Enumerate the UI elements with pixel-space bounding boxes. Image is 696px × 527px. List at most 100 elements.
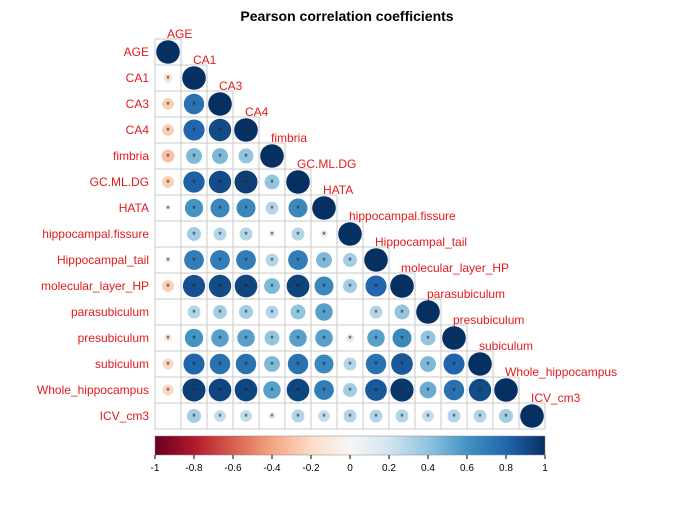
diagonal-label: fimbria: [271, 131, 307, 145]
correlation-circle: [187, 409, 201, 423]
significance-star: *: [218, 386, 222, 396]
correlation-circle: [367, 329, 385, 347]
significance-star: *: [296, 412, 300, 422]
correlation-circle: [239, 227, 253, 241]
significance-star: *: [426, 308, 430, 318]
colorbar: -1 -0.8 -0.6 -0.4 -0.2 0 0.2 0.4 0.6 0.8 1: [151, 435, 548, 474]
correlation-circle: [208, 274, 232, 298]
correlation-circle: [315, 303, 333, 321]
significance-star: *: [296, 204, 300, 214]
correlation-circle: [443, 353, 465, 375]
significance-star: *: [322, 282, 326, 292]
significance-star: *: [374, 334, 378, 344]
correlation-circle: [184, 198, 204, 218]
significance-star: *: [270, 360, 274, 370]
significance-star: *: [452, 360, 456, 370]
correlation-circle: [208, 378, 232, 402]
correlation-circle: [183, 353, 205, 375]
significance-star: *: [218, 256, 222, 266]
colorbar-tick-label: 0.6: [460, 463, 474, 474]
significance-star: *: [400, 308, 404, 318]
significance-star: *: [270, 204, 274, 214]
correlation-circle: [265, 305, 279, 319]
correlation-circle: [234, 274, 258, 298]
correlation-circle: [264, 278, 280, 294]
colorbar-tick-label: -0.4: [263, 463, 281, 474]
correlation-circle: [182, 378, 206, 402]
row-label: CA3: [126, 97, 150, 111]
significance-star: *: [400, 334, 404, 344]
significance-star: *: [166, 360, 170, 370]
row-label: parasubiculum: [71, 305, 149, 319]
significance-star: *: [218, 308, 222, 318]
significance-star: *: [296, 282, 300, 292]
diagonal-label: hippocampal.fissure: [349, 209, 456, 223]
row-label: fimbria: [113, 149, 149, 163]
correlation-circle: [345, 333, 355, 343]
significance-star: *: [348, 230, 352, 240]
correlation-circle: [287, 353, 309, 375]
colorbar-tick-label: 0.4: [421, 463, 435, 474]
correlation-circle: [473, 409, 487, 423]
correlation-circle: [167, 415, 169, 417]
correlation-circle: [162, 98, 174, 110]
correlation-circle: [268, 230, 276, 238]
correlation-cells: * * * * * * * * * * * * * * * * * * * * * * * * * * * * * * * * * * * * * * * *…: [156, 40, 544, 428]
diagonal-label: Hippocampal_tail: [375, 235, 467, 249]
significance-star: *: [374, 412, 378, 422]
significance-star: *: [244, 256, 248, 266]
grid-cell: [518, 402, 546, 430]
significance-star: *: [192, 126, 196, 136]
significance-star: *: [244, 126, 248, 136]
correlation-circle: [183, 93, 205, 115]
diagonal-label: ICV_cm3: [531, 391, 581, 405]
significance-star: *: [348, 360, 352, 370]
correlation-circle: [260, 144, 284, 168]
significance-star: *: [192, 204, 196, 214]
diagonal-label: molecular_layer_HP: [401, 261, 509, 275]
significance-star: *: [270, 308, 274, 318]
significance-star: *: [426, 386, 430, 396]
correlation-circle: [468, 378, 492, 402]
correlation-circle: [390, 378, 414, 402]
correlation-circle: [210, 198, 230, 218]
correlation-circle: [238, 148, 254, 164]
correlation-circle: [364, 248, 388, 272]
significance-star: *: [192, 152, 196, 162]
correlation-circle: [291, 409, 305, 423]
significance-star: *: [478, 360, 482, 370]
significance-star: *: [374, 386, 378, 396]
correlation-circle: [187, 305, 201, 319]
diagonal-label: CA1: [193, 53, 217, 67]
correlation-circle: [212, 148, 228, 164]
significance-star: *: [322, 412, 326, 422]
significance-star: *: [270, 334, 274, 344]
significance-star: *: [270, 386, 274, 396]
significance-star: *: [296, 308, 300, 318]
correlation-circle: [186, 148, 202, 164]
correlation-circle: [208, 92, 232, 116]
significance-star: *: [192, 100, 196, 110]
significance-star: *: [478, 386, 482, 396]
correlation-circle: [184, 250, 204, 270]
correlation-circle: [288, 198, 308, 218]
significance-star: *: [166, 334, 170, 344]
significance-star: *: [192, 256, 196, 266]
correlation-circle: [265, 253, 279, 267]
significance-star: *: [322, 230, 326, 240]
significance-star: *: [244, 204, 248, 214]
correlation-circle: [338, 222, 362, 246]
significance-star: *: [192, 178, 196, 188]
correlation-circle: [365, 353, 387, 375]
correlation-circle: [288, 250, 308, 270]
significance-star: *: [244, 360, 248, 370]
correlation-circle: [237, 329, 255, 347]
significance-star: *: [296, 360, 300, 370]
significance-star: *: [166, 48, 170, 58]
correlation-circle: [166, 310, 170, 314]
colorbar-tick-label: -0.6: [224, 463, 242, 474]
significance-star: *: [374, 282, 378, 292]
significance-star: *: [218, 100, 222, 110]
correlation-circle: [365, 379, 387, 401]
